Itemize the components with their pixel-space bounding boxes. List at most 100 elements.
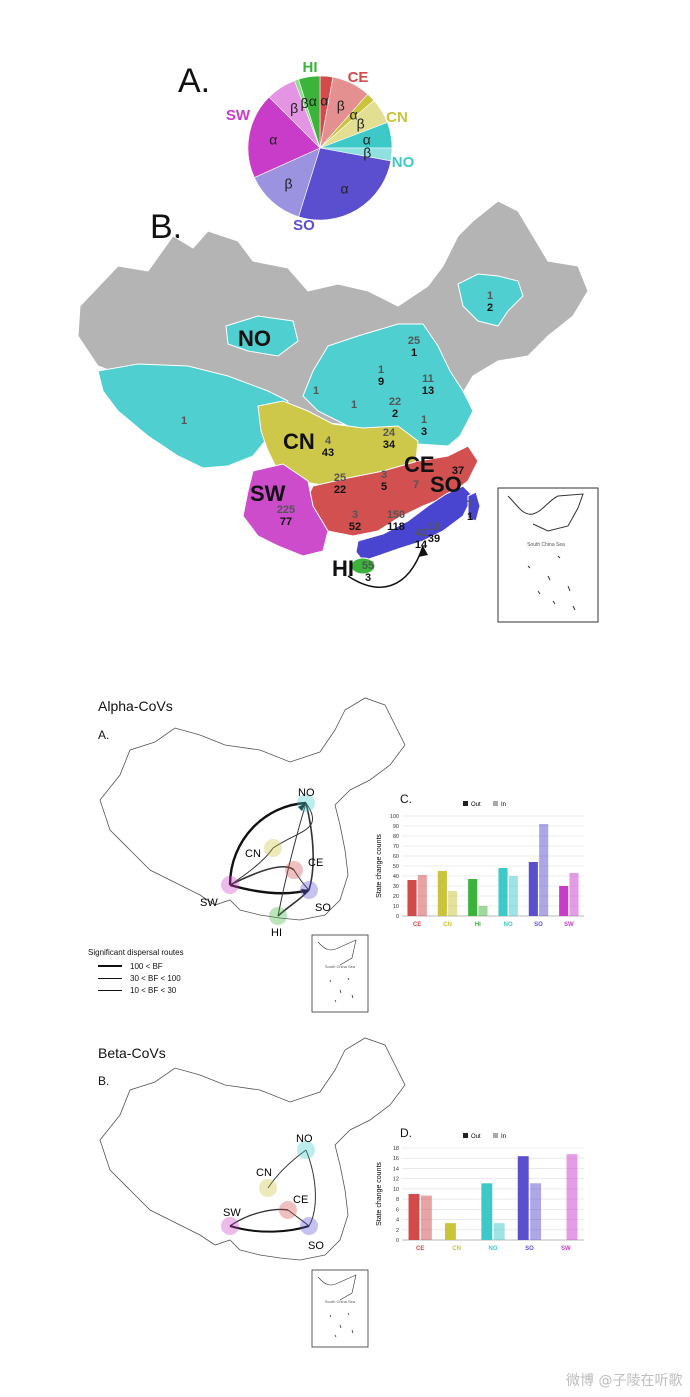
y-tick-label: 40 <box>393 874 399 880</box>
map-number-top: 24 <box>383 427 396 439</box>
map-number-bottom: 5 <box>381 481 387 493</box>
pie-slice-so-alpha <box>298 147 392 221</box>
pie-slice-label: α <box>350 106 358 122</box>
map-number-top: 7 <box>467 499 473 511</box>
pie-slice-label: β <box>284 176 292 192</box>
map-number-top: 3 <box>352 509 358 521</box>
route-sw-ce <box>229 1208 289 1227</box>
map-label-hi: HI <box>332 556 354 581</box>
x-tick-label: NO <box>489 1246 498 1252</box>
bar-out-ce <box>407 880 417 916</box>
route-ce-so <box>287 1209 310 1227</box>
beta-inset-label: South China Sea <box>325 1299 356 1304</box>
y-tick-label: 10 <box>393 1187 399 1193</box>
node-sw <box>221 876 239 894</box>
route-cn-no <box>267 1149 307 1189</box>
route-sw-cn <box>229 847 274 886</box>
y-tick-label: 50 <box>393 864 399 870</box>
y-tick-label: 90 <box>393 824 399 830</box>
map-number-bottom: 2 <box>487 302 493 314</box>
dispersal-legend: Significant dispersal routes 100 < BF 30… <box>88 948 184 996</box>
map-ne-region <box>457 273 524 327</box>
legend-label-in: In <box>501 802 506 808</box>
legend-label-medium: 30 < BF < 100 <box>130 973 181 983</box>
bar-in-ce <box>417 875 427 916</box>
alpha-inset <box>311 934 369 1013</box>
legend-label-strong: 100 < BF <box>130 961 163 971</box>
node-label-ce: CE <box>293 1194 308 1206</box>
y-tick-label: 16 <box>393 1156 399 1162</box>
map-number-top: 1 <box>487 290 493 302</box>
map-number-top: 7 <box>413 479 419 491</box>
node-label-hi: HI <box>271 927 282 939</box>
beta-bar-chart: Out In 0 2 4 6 8 10 12 14 16 18 State change counts C… <box>376 1133 584 1252</box>
node-label-ce: CE <box>308 857 323 869</box>
map-number-top: 1 <box>378 364 384 376</box>
map-number-bottom: 43 <box>322 447 334 459</box>
inset-label: South China Sea <box>527 542 565 548</box>
x-tick-label: CN <box>452 1246 461 1252</box>
bar-out-cn <box>444 1223 456 1240</box>
pie-slice-label: β <box>363 144 371 160</box>
map-number-top: 4 <box>325 435 332 447</box>
x-tick-label: HI <box>475 922 481 928</box>
map-number-bottom: 1 <box>467 511 473 523</box>
map-number-bottom: 118 <box>387 521 405 533</box>
legend-item-medium: 30 < BF < 100 <box>88 972 184 984</box>
node-so <box>300 881 318 899</box>
map-number-top: 225 <box>277 504 295 516</box>
hi-to-so-arrow <box>347 545 424 588</box>
node-label-so: SO <box>308 1240 324 1252</box>
pie-label-cn: CN <box>386 109 408 126</box>
bar-in-sw <box>566 1154 578 1240</box>
pie-label-no: NO <box>392 154 415 171</box>
map-number-bottom: 3 <box>421 426 427 438</box>
pie-slice-hi-alpha <box>298 75 321 149</box>
bar-in-cn <box>448 891 458 916</box>
map-number-top: 19 <box>428 521 440 533</box>
map-number-top: 42 <box>415 527 427 539</box>
y-tick-label: 80 <box>393 834 399 840</box>
bar-out-ce <box>408 1194 420 1240</box>
pie-label-so: SO <box>293 217 315 234</box>
bar-out-no <box>481 1183 493 1240</box>
pie-label-ce: CE <box>348 69 369 86</box>
map-number-top: 1 <box>351 399 357 411</box>
pie-slice-label: α <box>320 93 328 109</box>
y-tick-label: 0 <box>396 1238 399 1244</box>
node-label-sw: SW <box>223 1207 241 1219</box>
map-number-top: 25 <box>408 335 420 347</box>
legend-item-weak: 10 < BF < 30 <box>88 984 184 996</box>
node-ce <box>279 1201 297 1219</box>
x-tick-label: NO <box>504 922 513 928</box>
alpha-chart-letter: C. <box>400 792 412 806</box>
node-label-sw: SW <box>200 897 218 909</box>
route-no-so <box>305 802 314 891</box>
map-no-region <box>302 323 474 447</box>
y-tick-label: 14 <box>393 1166 399 1172</box>
arrow-head-icon <box>418 546 428 557</box>
y-tick-label: 70 <box>393 844 399 850</box>
node-label-cn: CN <box>256 1167 272 1179</box>
node-label-no: NO <box>298 787 315 799</box>
legend-line-thin <box>98 989 122 991</box>
pie-slice-label: β <box>357 115 365 131</box>
y-tick-label: 4 <box>396 1218 399 1224</box>
beta-title: Beta-CoVs <box>98 1045 166 1061</box>
pie-label-sw: SW <box>226 107 251 124</box>
bar-in-hi <box>478 906 488 916</box>
y-tick-label: 30 <box>393 884 399 890</box>
map-number-top: 3 <box>381 469 387 481</box>
x-tick-label: SO <box>534 922 543 928</box>
y-tick-label: 10 <box>393 904 399 910</box>
route-cn-no <box>272 802 313 849</box>
node-no <box>297 1141 315 1159</box>
legend-swatch-in <box>493 801 498 806</box>
map-number-top: 22 <box>389 396 401 408</box>
bar-in-sw <box>569 873 579 916</box>
map-label-no: NO <box>238 326 271 351</box>
bar-in-so <box>530 1183 542 1240</box>
route-sw-no <box>228 801 307 886</box>
